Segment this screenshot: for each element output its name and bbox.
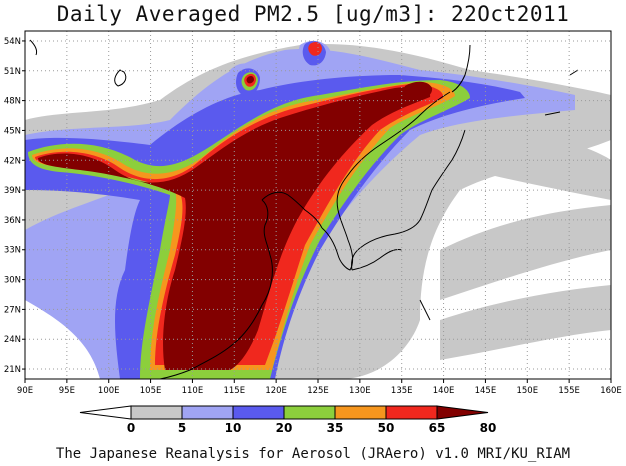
color-legend: 0 5 10 20 35 50 65 80 [79, 405, 497, 435]
longitude-axis: 90E 95E 100E 105E 110E 115E 120E 125E 130E 135E 14… [17, 379, 622, 396]
level-80-region [38, 76, 433, 371]
lat-tick-label: 39N [4, 186, 21, 196]
lon-tick-label: 90E [17, 386, 33, 396]
lon-tick-label: 135E [391, 386, 413, 396]
lat-tick-label: 42N [4, 156, 21, 166]
graticule [25, 31, 611, 379]
data-credit: The Japanese Reanalysis for Aerosol (JRA… [55, 446, 571, 462]
legend-segment [385, 405, 438, 420]
lat-tick-label: 45N [4, 126, 21, 136]
legend-label: 35 [327, 421, 344, 435]
lat-tick-label: 24N [4, 335, 21, 345]
lat-tick-label: 36N [4, 216, 21, 226]
lat-tick-label: 33N [4, 246, 21, 256]
lon-tick-label: 125E [307, 386, 329, 396]
lat-tick-label: 21N [4, 365, 21, 375]
legend-segment [283, 405, 336, 420]
lon-tick-label: 115E [223, 386, 245, 396]
lon-tick-label: 110E [182, 386, 204, 396]
lon-tick-label: 95E [59, 386, 75, 396]
legend-label: 65 [429, 421, 446, 435]
lon-tick-label: 130E [349, 386, 371, 396]
legend-label: 20 [276, 421, 293, 435]
lon-tick-label: 160E [600, 386, 622, 396]
lat-tick-label: 30N [4, 276, 21, 286]
lon-tick-label: 140E [433, 386, 455, 396]
legend-label: 0 [127, 421, 135, 435]
coastlines [29, 39, 579, 379]
lon-tick-label: 105E [140, 386, 162, 396]
lon-tick-label: 120E [265, 386, 287, 396]
legend-label: 80 [480, 421, 497, 435]
lat-tick-label: 51N [4, 67, 21, 77]
legend-label: 10 [225, 421, 242, 435]
map-title: Daily Averaged PM2.5 [ug/m3]: 22Oct2011 [56, 2, 570, 26]
legend-segment [130, 405, 183, 420]
pm25-map: 90E 95E 100E 105E 110E 115E 120E 125E 130E 135E 14… [4, 30, 622, 396]
latitude-axis: 21N 24N 27N 30N 33N 36N 39N 42N 45N 48N 51N 54N [4, 37, 25, 375]
legend-segment [79, 405, 132, 420]
lat-tick-label: 27N [4, 305, 21, 315]
lat-tick-label: 48N [4, 97, 21, 107]
lon-tick-label: 100E [98, 386, 120, 396]
legend-segment [436, 405, 489, 420]
lon-tick-label: 145E [475, 386, 497, 396]
legend-segment [181, 405, 234, 420]
lon-tick-label: 150E [516, 386, 538, 396]
legend-segment [334, 405, 387, 420]
legend-label: 5 [178, 421, 186, 435]
legend-segment [232, 405, 285, 420]
lon-tick-label: 155E [558, 386, 580, 396]
lat-tick-label: 54N [4, 37, 21, 47]
legend-label: 50 [378, 421, 395, 435]
